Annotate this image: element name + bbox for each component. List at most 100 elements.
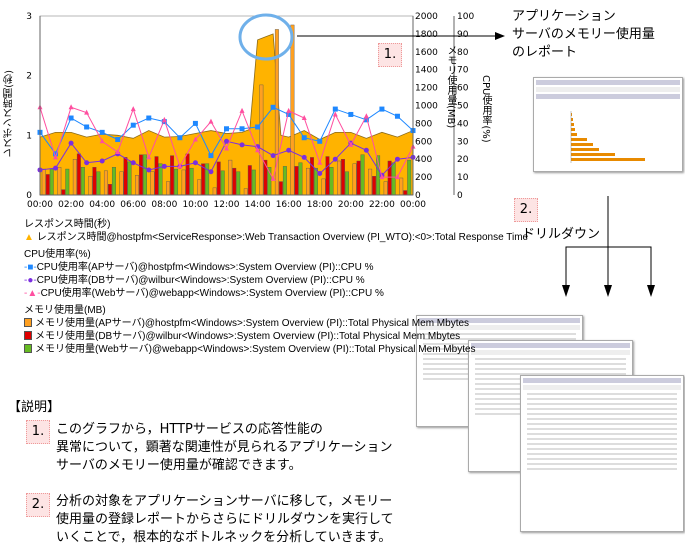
callout-badge-2: 2. bbox=[514, 198, 538, 222]
cpu-point bbox=[394, 156, 400, 162]
memory-bar bbox=[274, 29, 279, 196]
explanation-badge: 2. bbox=[26, 493, 50, 517]
drilldown-screenshot bbox=[520, 375, 684, 532]
memory-bar bbox=[197, 179, 202, 196]
legend-item: メモリ使用量(DBサーバ)@wilbur<Windows>:System Ove… bbox=[24, 330, 528, 343]
legend-group-title: レスポンス時間(秒) bbox=[24, 219, 111, 230]
report-title: アプリケーション サーバのメモリー使用量 のレポート bbox=[512, 8, 655, 62]
cpu-point bbox=[332, 106, 338, 112]
cpu-point bbox=[317, 171, 323, 177]
cpu-point bbox=[130, 106, 136, 112]
legend-label: メモリ使用量(Webサーバ)@webapp<Windows>:System Ov… bbox=[35, 344, 476, 355]
memory-bar bbox=[216, 161, 221, 196]
explanation-line: 異常について，顕著な関連性が見られるアプリケーション bbox=[56, 440, 393, 455]
memory-bar bbox=[368, 168, 373, 196]
cpu-point bbox=[84, 160, 90, 166]
explanation-item: このグラフから，HTTPサービスの応答性能の 異常について，顕著な関連性が見られ… bbox=[56, 421, 392, 475]
mem-tick-label: 1600 bbox=[415, 48, 438, 58]
memory-bar bbox=[154, 156, 159, 196]
memory-bar bbox=[314, 167, 318, 196]
cpu-tick-label: 80 bbox=[457, 48, 469, 58]
x-tick-label: 00:00 bbox=[400, 200, 426, 210]
legend-label: レスポンス時間@hostpfm<ServiceResponse>:Web Tra… bbox=[36, 232, 529, 243]
x-tick-label: 20:00 bbox=[338, 200, 364, 210]
cpu-tick-label: 20 bbox=[457, 155, 469, 165]
memory-bar bbox=[403, 190, 408, 196]
cpu-point bbox=[239, 142, 245, 148]
performance-chart: 0123020040060080010001200140016001800200… bbox=[26, 12, 474, 210]
cpu-point bbox=[192, 120, 198, 126]
cpu-tick-label: 60 bbox=[457, 84, 469, 94]
cpu-tick-label: 0 bbox=[457, 191, 463, 201]
memory-bar bbox=[185, 153, 190, 196]
memory-bar bbox=[135, 175, 139, 196]
x-tick-label: 12:00 bbox=[214, 200, 240, 210]
cpu-point bbox=[208, 169, 214, 175]
cpu-point bbox=[394, 113, 400, 119]
memory-bar bbox=[337, 160, 341, 196]
cpu-point bbox=[68, 104, 74, 110]
cpu-point bbox=[84, 124, 90, 130]
legend-label: CPU使用率(APサーバ)@hostpfm<Windows>:System Ov… bbox=[36, 262, 374, 273]
memory-bar bbox=[372, 176, 377, 196]
mem-tick-label: 200 bbox=[415, 173, 432, 183]
cpu-point bbox=[379, 106, 385, 112]
cpu-point bbox=[146, 115, 152, 121]
cpu-tick-label: 50 bbox=[457, 102, 469, 112]
x-tick-label: 16:00 bbox=[276, 200, 302, 210]
cpu-point bbox=[208, 153, 214, 159]
cpu-point bbox=[68, 115, 74, 121]
memory-bar bbox=[399, 177, 404, 196]
memory-bar bbox=[329, 167, 334, 196]
memory-bar bbox=[352, 163, 357, 196]
mem-tick-label: 1000 bbox=[415, 102, 438, 112]
cpu-point bbox=[130, 122, 136, 128]
memory-bar bbox=[65, 168, 70, 196]
memory-bar bbox=[170, 155, 175, 196]
memory-bar bbox=[391, 162, 396, 196]
memory-bar bbox=[282, 166, 287, 196]
mem-axis-label: メモリ使用量(MB) bbox=[445, 45, 456, 129]
cpu-point bbox=[192, 160, 198, 166]
memory-report-screenshot bbox=[533, 77, 683, 172]
memory-bar bbox=[80, 167, 85, 196]
mem-tick-label: 1200 bbox=[415, 84, 438, 94]
memory-bar bbox=[310, 157, 314, 196]
cpu-point bbox=[99, 158, 105, 164]
chart-legend: レスポンス時間(秒) ▲ レスポンス時間@hostpfm<ServiceResp… bbox=[24, 218, 528, 356]
explanation-badge: 1. bbox=[26, 420, 50, 444]
left-tick-label: 2 bbox=[26, 72, 32, 82]
cpu-point bbox=[363, 117, 369, 123]
cpu-point bbox=[84, 109, 90, 115]
memory-bar bbox=[407, 159, 412, 196]
cpu-point bbox=[99, 129, 105, 135]
cpu-point bbox=[161, 163, 167, 169]
explanation-heading: 【説明】 bbox=[8, 400, 61, 415]
bell-shape-icon: ▲ bbox=[24, 232, 34, 243]
cpu-axis-label: CPU使用率(%) bbox=[480, 75, 491, 143]
memory-bar bbox=[181, 169, 186, 196]
left-tick-label: 3 bbox=[26, 12, 32, 22]
memory-bar bbox=[345, 171, 349, 196]
legend-item: メモリ使用量(Webサーバ)@webapp<Windows>:System Ov… bbox=[24, 343, 528, 356]
memory-bar bbox=[143, 154, 147, 196]
cpu-point bbox=[301, 154, 307, 160]
cpu-point bbox=[394, 174, 400, 180]
cpu-point bbox=[239, 107, 245, 113]
legend-item: -▲-CPU使用率(Webサーバ)@webapp<Windows>:System… bbox=[24, 287, 528, 300]
mem-tick-label: 2000 bbox=[415, 12, 438, 22]
x-tick-label: 02:00 bbox=[58, 200, 84, 210]
memory-bar bbox=[251, 169, 256, 196]
cpu-point bbox=[270, 175, 276, 181]
cpu-point bbox=[255, 124, 261, 130]
drilldown-label: ドリルダウン bbox=[522, 227, 601, 242]
cpu-point bbox=[301, 115, 307, 121]
cpu-point bbox=[270, 153, 276, 159]
memory-bar bbox=[150, 171, 155, 196]
memory-bar bbox=[306, 167, 310, 196]
memory-bar bbox=[107, 184, 112, 196]
mem-tick-label: 1400 bbox=[415, 66, 438, 76]
bar-swatch-icon bbox=[24, 331, 32, 340]
memory-bar bbox=[383, 181, 388, 196]
